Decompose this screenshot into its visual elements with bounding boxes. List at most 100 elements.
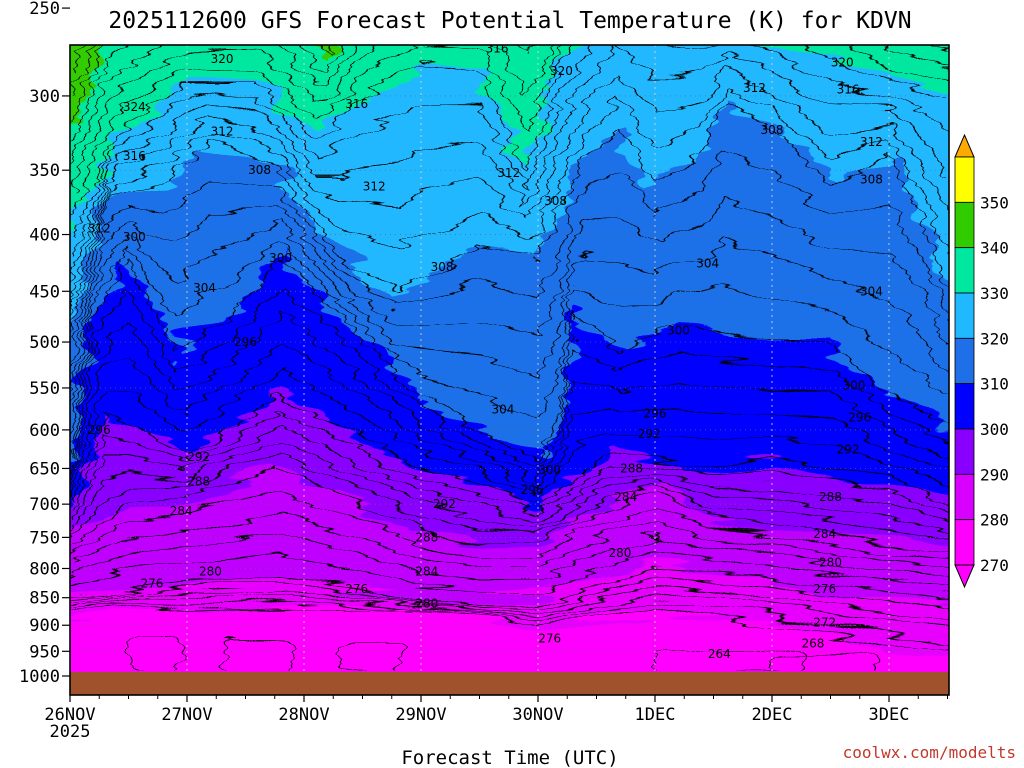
contour-label: 316 — [486, 42, 509, 56]
contour-line — [70, 45, 949, 192]
contour-line — [70, 605, 949, 652]
contour-label: 296 — [848, 411, 871, 425]
contour-label: 308 — [431, 260, 454, 274]
y-axis: 250 300 350 400 450 500 550 600 650 700 750 800 850 9… — [19, 0, 70, 687]
contour-label: 280 — [608, 546, 631, 560]
contour-label: 280 — [199, 564, 222, 578]
contour-line — [70, 45, 949, 214]
y-tick-label: 650 — [29, 459, 60, 479]
contour-line — [70, 103, 949, 343]
x-tick-label: 1DEC — [635, 705, 676, 725]
contour-label: 276 — [538, 631, 561, 645]
contour-line — [70, 489, 949, 561]
y-tick-label: 350 — [29, 161, 60, 181]
contour-line — [70, 592, 949, 631]
contour-label: 288 — [415, 530, 438, 544]
x-tick-label: 28NOV — [278, 705, 329, 725]
y-tick-label: 250 — [29, 0, 60, 19]
contour-label: 312 — [363, 179, 386, 193]
colorbar-segment — [954, 473, 975, 521]
x-year-label: 2025 — [50, 722, 91, 742]
contour-label: 280 — [415, 596, 438, 610]
x-tick-label: 26NOV — [44, 705, 95, 725]
contour-line — [70, 45, 949, 235]
contour-band — [70, 45, 949, 235]
contour-label: 304 — [193, 281, 216, 295]
contour-label: 268 — [801, 637, 824, 651]
y-tick-label: 1000 — [19, 667, 60, 687]
colorbar-tick-label: 300 — [980, 420, 1009, 439]
contour-band — [70, 45, 333, 127]
colorbar-segment — [954, 247, 975, 294]
contour-label: 300 — [269, 251, 292, 265]
plot-frame — [69, 44, 950, 696]
colorbar-segment — [954, 292, 975, 339]
contour-line — [70, 340, 949, 491]
colorbar-arrow-top — [954, 133, 975, 158]
contour-labels: 3443403363323283243203283363243163403363… — [88, 42, 883, 661]
colorbar-tick-label: 270 — [980, 556, 1009, 575]
y-tick-label: 750 — [29, 528, 60, 548]
colorbar-tick-label: 330 — [980, 284, 1009, 303]
colorbar-segment — [954, 201, 975, 249]
x-tick-label: 30NOV — [512, 705, 563, 725]
contour-line — [70, 256, 949, 469]
contour-label: 320 — [831, 56, 854, 70]
contour-label: 320 — [211, 52, 234, 66]
contour-label: 292 — [187, 450, 210, 464]
contour-line — [70, 533, 949, 580]
contour-label: 308 — [761, 123, 784, 137]
contour-line — [70, 70, 949, 300]
ground-surface — [70, 672, 949, 695]
contour-label: 284 — [415, 564, 438, 578]
contour-label: 316 — [837, 82, 860, 96]
contour-label: 304 — [860, 284, 883, 298]
contour-line — [70, 194, 949, 393]
contour-line — [70, 467, 949, 551]
contour-loop — [654, 649, 808, 670]
contour-line — [70, 312, 949, 483]
contour-line — [70, 410, 949, 514]
contour-line — [70, 368, 949, 498]
contour-label: 280 — [819, 555, 842, 569]
contour-label: 308 — [860, 173, 883, 187]
colorbar: 270 280 290 300 310 320 330 340 350 — [954, 133, 1009, 589]
y-tick-label: 600 — [29, 421, 60, 441]
contour-lines — [70, 45, 949, 671]
y-tick-label: 950 — [29, 642, 60, 662]
contour-label: 288 — [620, 461, 643, 475]
contour-band — [70, 45, 949, 342]
colorbar-segment — [954, 428, 975, 475]
colorbar-tick-label: 340 — [980, 239, 1009, 258]
contour-label: 320 — [550, 64, 573, 78]
contour-label: 272 — [813, 616, 836, 630]
x-axis-label: Forecast Time (UTC) — [401, 747, 618, 768]
contour-line — [70, 45, 949, 257]
y-tick-label: 500 — [29, 333, 60, 353]
contour-label: 276 — [813, 582, 836, 596]
x-tick-label: 3DEC — [869, 705, 910, 725]
contour-label: 316 — [345, 97, 368, 111]
contour-label: 276 — [345, 582, 368, 596]
y-tick-label: 550 — [29, 379, 60, 399]
contour-label: 292 — [638, 427, 661, 441]
contour-label: 300 — [123, 230, 146, 244]
y-tick-label: 450 — [29, 282, 60, 302]
contour-label: 312 — [88, 221, 111, 235]
x-tick-label: 29NOV — [395, 705, 446, 725]
contour-line — [70, 453, 949, 542]
x-tick-label: 27NOV — [161, 705, 212, 725]
x-axis: 26NOV 27NOV 28NOV 29NOV 30NOV 1DEC 2DEC 3DEC — [44, 695, 948, 725]
contour-loop — [338, 640, 404, 670]
contour-label: 276 — [140, 576, 163, 590]
credit-text: coolwx.com/modelts — [843, 743, 1016, 762]
contour-line — [70, 87, 949, 321]
contour-line — [70, 552, 949, 592]
colorbar-tick-label: 320 — [980, 329, 1009, 348]
chart-title: 2025112600 GFS Forecast Potential Temper… — [108, 8, 911, 34]
grid-lines — [70, 45, 949, 695]
contour-line — [70, 222, 949, 418]
contour-label: 288 — [819, 490, 842, 504]
contour-line — [70, 600, 949, 642]
contour-label: 300 — [842, 378, 865, 392]
